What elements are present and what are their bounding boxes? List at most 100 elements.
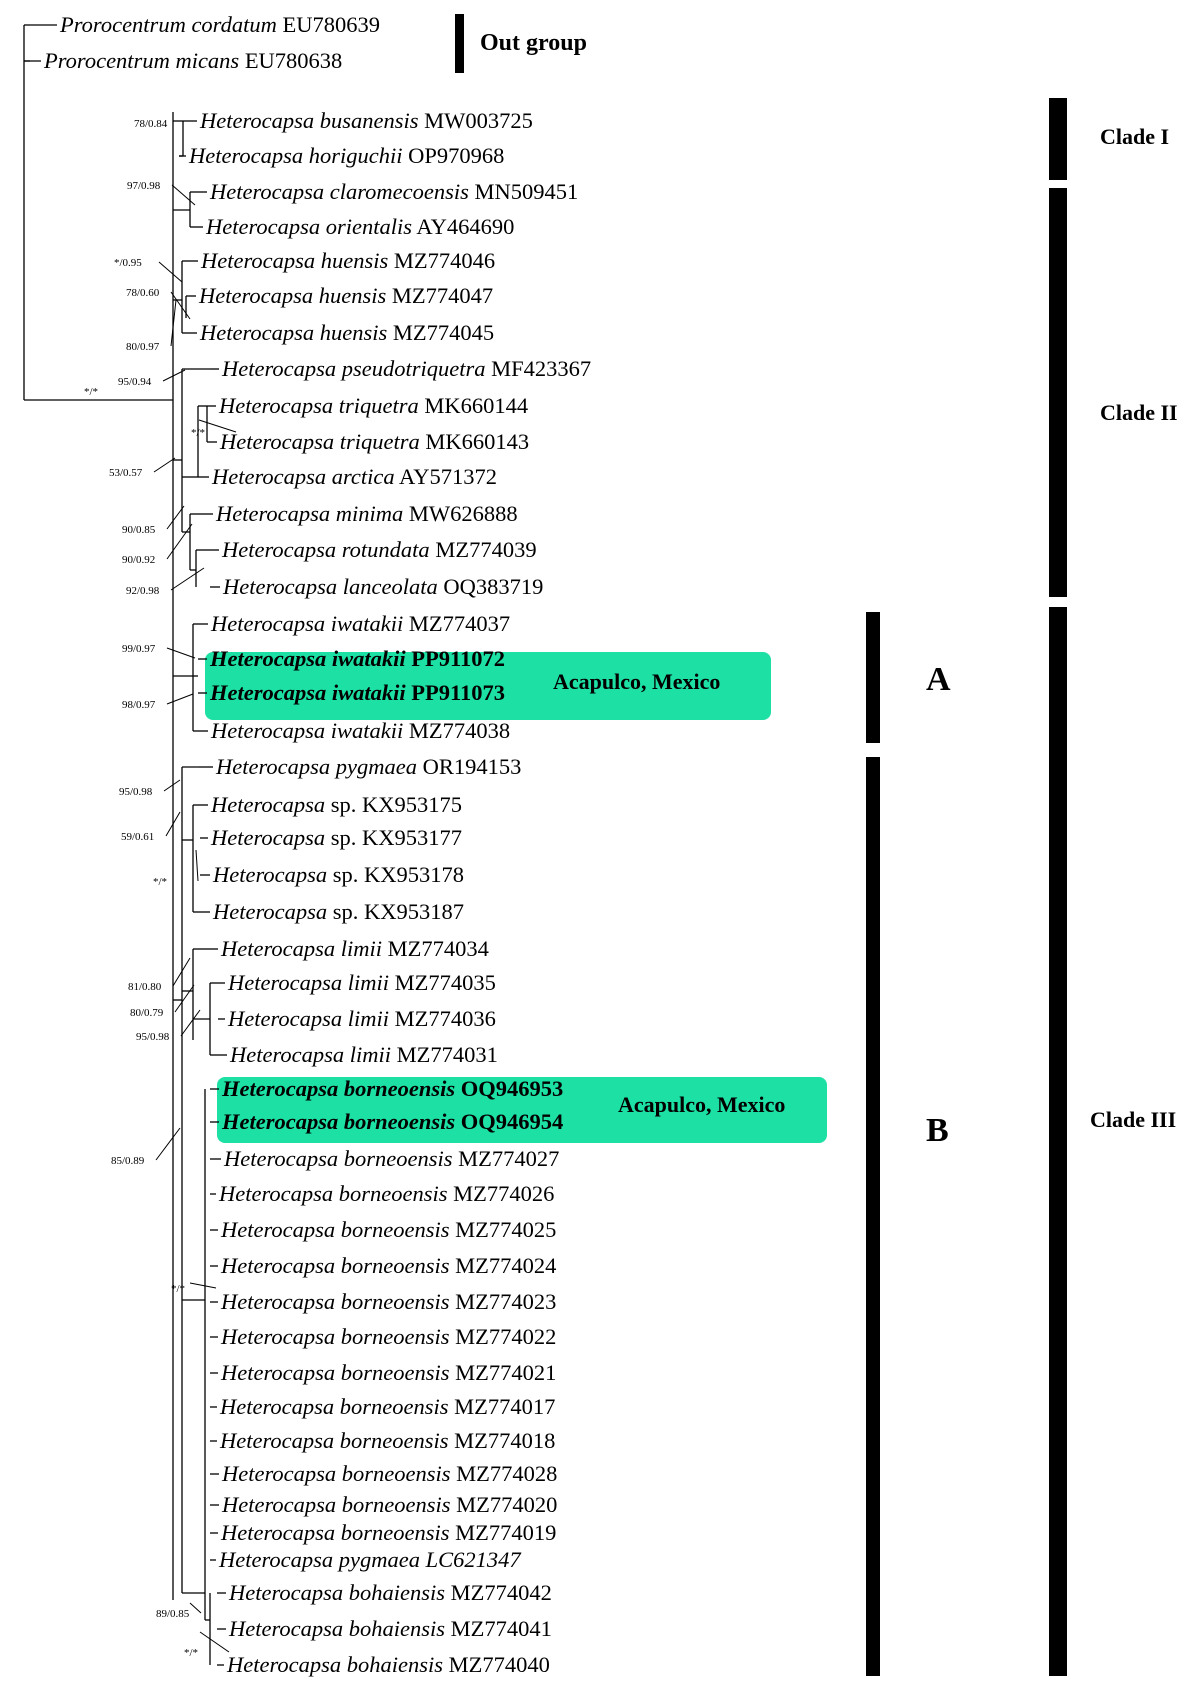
support-leader	[195, 849, 199, 882]
taxon-label: Heterocapsa borneoensis MZ774017	[219, 1394, 555, 1419]
taxon-label: Heterocapsa borneoensis MZ774019	[220, 1520, 556, 1545]
taxon-label: Heterocapsa sp. KX953177	[210, 825, 462, 850]
support-value: 92/0.98	[126, 585, 160, 597]
taxon-label: Heterocapsa sp. KX953178	[212, 862, 464, 887]
support-leader	[166, 523, 193, 560]
taxon-label: Heterocapsa borneoensis MZ774021	[220, 1360, 556, 1385]
taxon-label: Heterocapsa huensis MZ774045	[199, 320, 494, 345]
support-leader	[189, 1602, 202, 1614]
clade-2-label: Clade II	[1100, 400, 1178, 425]
clade-3-bar	[1049, 607, 1067, 1676]
taxon-label: Heterocapsa bohaiensis MZ774041	[228, 1616, 552, 1641]
subclade-a-bar	[866, 612, 880, 743]
taxon-label: Heterocapsa borneoensis MZ774027	[223, 1146, 559, 1171]
support-leader	[166, 647, 196, 659]
support-value: 90/0.85	[122, 524, 156, 536]
support-leader	[189, 1282, 217, 1289]
support-value: 85/0.89	[111, 1155, 145, 1167]
support-values: 78/0.84 97/0.98 */0.95 78/0.60 80/0.97 95/0.9…	[84, 118, 205, 1659]
support-value: 78/0.60	[126, 287, 160, 299]
taxon-labels: Prorocentrum cordatum EU780639 Prorocentr…	[43, 12, 591, 1677]
support-value: */0.95	[114, 257, 142, 269]
support-leaders	[153, 184, 237, 1653]
support-leader	[153, 457, 176, 473]
taxon-label: Prorocentrum cordatum EU780639	[59, 12, 380, 37]
taxon-label: Heterocapsa borneoensis OQ946954	[221, 1109, 563, 1134]
support-leader	[155, 1127, 181, 1161]
highlight-layer: Acapulco, Mexico Acapulco, Mexico	[205, 652, 827, 1143]
taxon-label: Heterocapsa huensis MZ774047	[198, 283, 493, 308]
support-value: */*	[191, 427, 205, 439]
subclade-b-bar	[866, 757, 880, 1676]
taxon-label: Heterocapsa borneoensis MZ774028	[221, 1461, 557, 1486]
support-leader	[166, 505, 185, 530]
support-value: 95/0.98	[119, 786, 153, 798]
taxon-label: Heterocapsa minima MW626888	[215, 501, 518, 526]
clade-1-bar	[1049, 98, 1067, 180]
taxon-label: Heterocapsa borneoensis MZ774022	[220, 1324, 556, 1349]
support-leader	[174, 984, 195, 1013]
taxon-label: Heterocapsa lanceolata OQ383719	[222, 574, 543, 599]
taxon-label: Heterocapsa borneoensis MZ774023	[220, 1289, 556, 1314]
support-value: */*	[153, 876, 167, 888]
taxon-label: Heterocapsa rotundata MZ774039	[221, 537, 537, 562]
support-value: */*	[184, 1647, 198, 1659]
support-leader	[165, 811, 181, 837]
outgroup-label: Out group	[480, 30, 587, 56]
subclade-a-label: A	[926, 661, 951, 698]
support-value: 98/0.97	[122, 699, 156, 711]
taxon-label: Heterocapsa bohaiensis MZ774040	[226, 1652, 550, 1677]
support-leader	[170, 567, 205, 591]
taxon-label: Heterocapsa borneoensis OQ946953	[221, 1076, 563, 1101]
taxon-label: Heterocapsa borneoensis MZ774020	[221, 1492, 557, 1517]
support-value: 80/0.79	[130, 1007, 164, 1019]
taxon-label: Heterocapsa iwatakii MZ774038	[210, 718, 510, 743]
support-value: 89/0.85	[156, 1608, 190, 1620]
support-value: 59/0.61	[121, 831, 154, 843]
taxon-label: Heterocapsa pseudotriquetra MF423367	[221, 356, 591, 381]
taxon-label: Heterocapsa iwatakii PP911072	[209, 646, 505, 671]
taxon-label: Heterocapsa limii MZ774034	[220, 936, 489, 961]
support-leader	[163, 779, 181, 792]
support-leader	[170, 291, 191, 320]
taxon-label: Heterocapsa iwatakii PP911073	[209, 680, 505, 705]
support-value: 80/0.97	[126, 341, 160, 353]
support-value: 95/0.98	[136, 1031, 170, 1043]
support-leader	[198, 419, 237, 433]
support-value: 78/0.84	[134, 118, 168, 130]
taxon-label: Heterocapsa borneoensis MZ774025	[220, 1217, 556, 1242]
taxon-label: Heterocapsa horiguchii OP970968	[188, 143, 504, 168]
highlight-box-1	[205, 652, 771, 720]
taxon-label: Heterocapsa busanensis MW003725	[199, 108, 533, 133]
support-leader	[172, 957, 191, 987]
support-value: */*	[84, 386, 98, 398]
taxon-label: Heterocapsa borneoensis MZ774026	[218, 1181, 554, 1206]
highlight-location-label: Acapulco, Mexico	[553, 669, 720, 694]
taxon-label: Heterocapsa limii MZ774035	[227, 970, 496, 995]
support-leader	[171, 184, 196, 206]
support-value: 53/0.57	[109, 467, 143, 479]
support-leader	[180, 1009, 201, 1037]
taxon-label: Heterocapsa pygmaea OR194153	[215, 754, 521, 779]
support-value: */*	[171, 1283, 185, 1295]
taxon-label: Heterocapsa sp. KX953175	[210, 792, 462, 817]
taxon-label: Heterocapsa triquetra MK660144	[218, 393, 528, 418]
highlight-location-label: Acapulco, Mexico	[618, 1092, 785, 1117]
taxon-label: Heterocapsa claromecoensis MN509451	[209, 179, 578, 204]
support-leader	[170, 299, 177, 347]
taxon-label: Heterocapsa limii MZ774036	[227, 1006, 496, 1031]
taxon-label: Heterocapsa borneoensis MZ774024	[220, 1253, 556, 1278]
taxon-label: Heterocapsa orientalis AY464690	[205, 214, 514, 239]
taxon-label: Heterocapsa huensis MZ774046	[200, 248, 495, 273]
subclade-b-label: B	[926, 1112, 949, 1149]
support-leader	[199, 1631, 230, 1653]
support-value: 81/0.80	[128, 981, 162, 993]
taxon-label: Heterocapsa triquetra MK660143	[219, 429, 529, 454]
outgroup-bar	[455, 14, 464, 73]
clade-2-bar	[1049, 188, 1067, 597]
taxon-label: Heterocapsa iwatakii MZ774037	[210, 611, 510, 636]
support-value: 99/0.97	[122, 643, 156, 655]
tree-branches	[23, 24, 227, 1666]
taxon-label: Heterocapsa bohaiensis MZ774042	[228, 1580, 552, 1605]
